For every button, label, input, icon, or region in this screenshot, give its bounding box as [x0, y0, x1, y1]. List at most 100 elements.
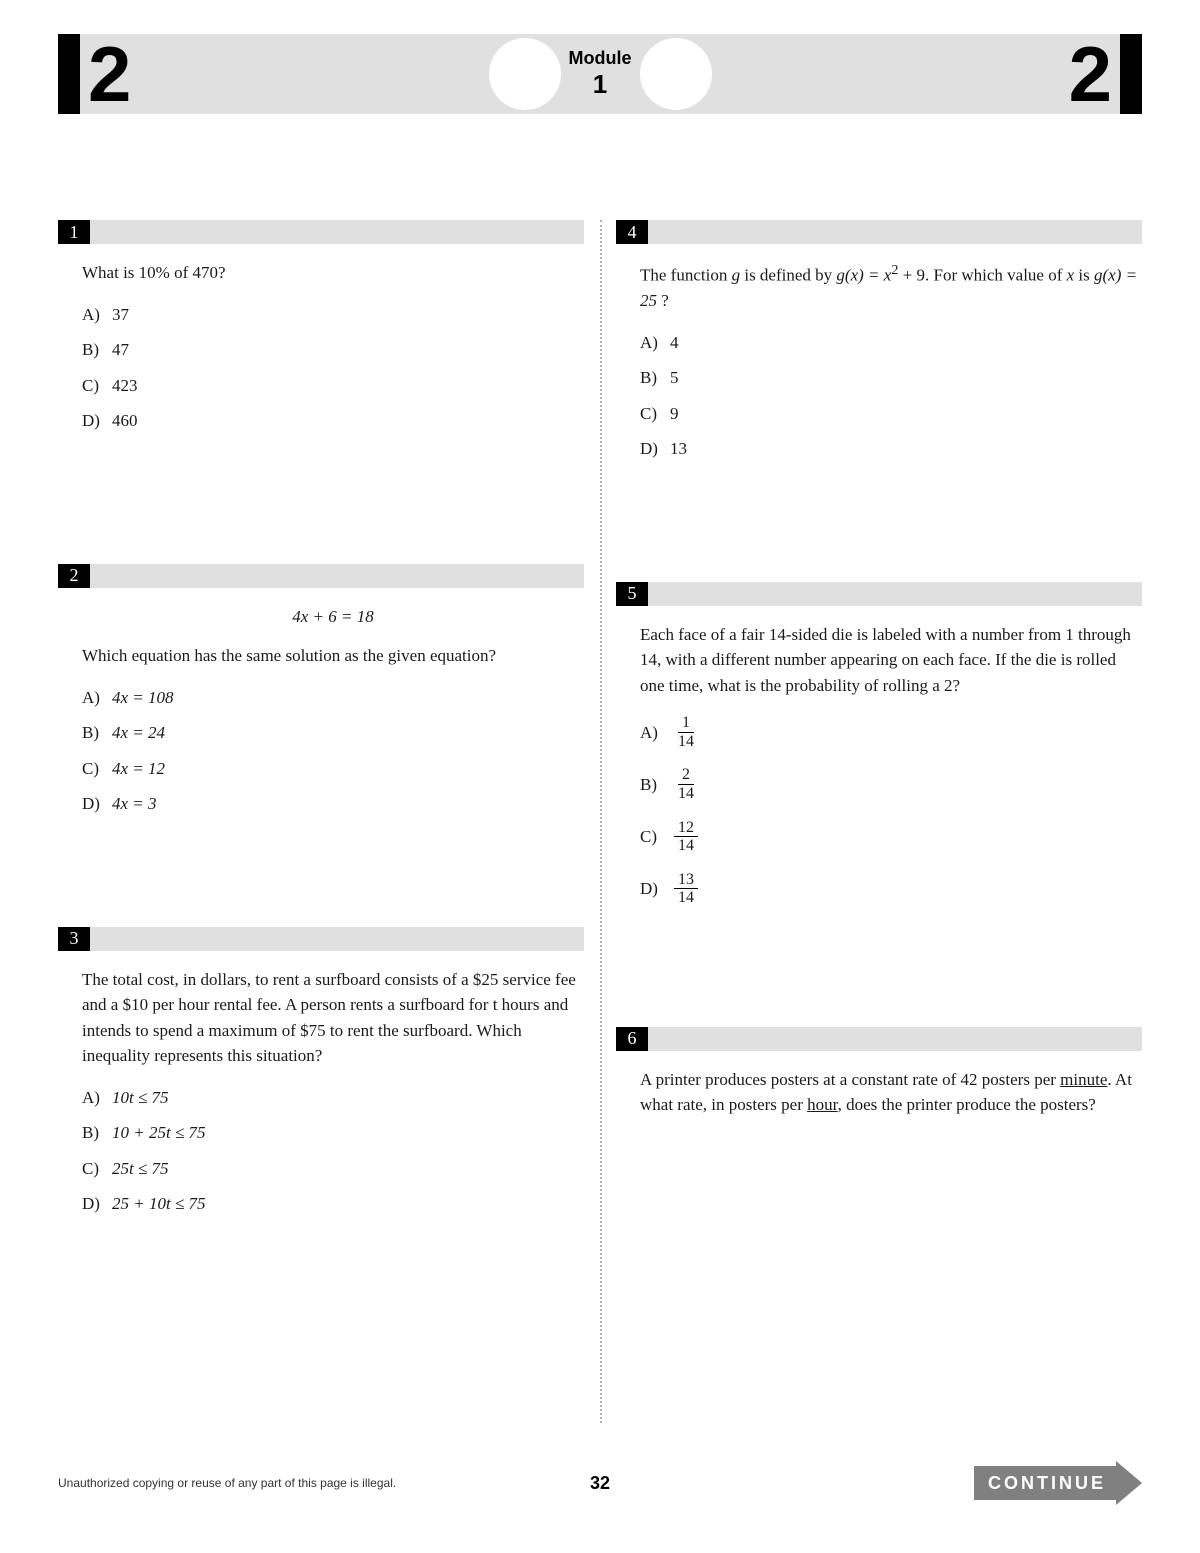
question-6: 6 A printer produces posters at a consta…: [616, 1027, 1142, 1118]
q4-plus9: + 9: [898, 266, 925, 285]
choice-letter: B): [82, 720, 112, 746]
choice-d[interactable]: D)460: [82, 408, 584, 434]
choice-d[interactable]: D)13: [640, 436, 1142, 462]
choice-letter: B): [82, 1120, 112, 1146]
choice-letter: C): [640, 401, 670, 427]
question-body: A printer produces posters at a constant…: [616, 1067, 1142, 1118]
question-bar: [90, 220, 584, 244]
header-bar: 2 2 Module 1: [58, 34, 1142, 114]
question-bar: [90, 564, 584, 588]
choice-text: 10 + 25t ≤ 75: [112, 1120, 206, 1146]
question-1: 1 What is 10% of 470? A)37 B)47 C)423 D)…: [58, 220, 584, 434]
continue-label: CONTINUE: [974, 1466, 1116, 1500]
choice-b[interactable]: B)10 + 25t ≤ 75: [82, 1120, 584, 1146]
q6-c: , does the printer produce the posters?: [838, 1095, 1096, 1114]
question-body: What is 10% of 470? A)37 B)47 C)423 D)46…: [58, 260, 584, 434]
fraction: 214: [674, 766, 698, 802]
choice-d[interactable]: D)4x = 3: [82, 791, 584, 817]
header-circle-left: [489, 38, 561, 110]
question-bar: [648, 220, 1142, 244]
choice-text: 9: [670, 401, 679, 427]
question-bar: [648, 1027, 1142, 1051]
choice-d[interactable]: D) 1314: [640, 871, 1142, 907]
question-text: The total cost, in dollars, to rent a su…: [82, 967, 584, 1069]
q4-pre: The function: [640, 266, 732, 285]
question-2: 2 4x + 6 = 18 Which equation has the sam…: [58, 564, 584, 817]
question-text: The function g is defined by g(x) = x2 +…: [640, 260, 1142, 314]
question-header: 6: [616, 1027, 1142, 1051]
question-number: 4: [616, 220, 648, 244]
q4-gx: g(x) = x: [836, 266, 891, 285]
choice-text: 10t ≤ 75: [112, 1085, 169, 1111]
q4-mid1: is defined by: [740, 266, 836, 285]
choice-b[interactable]: B) 214: [640, 766, 1142, 802]
choice-b[interactable]: B)5: [640, 365, 1142, 391]
choice-text: 25t ≤ 75: [112, 1156, 169, 1182]
choice-text: 4x = 3: [112, 791, 157, 817]
choice-c[interactable]: C)25t ≤ 75: [82, 1156, 584, 1182]
choice-text: 4x = 12: [112, 756, 165, 782]
choice-letter: D): [82, 408, 112, 434]
choice-a[interactable]: A)37: [82, 302, 584, 328]
question-header: 1: [58, 220, 584, 244]
choice-text: 25 + 10t ≤ 75: [112, 1191, 206, 1217]
question-text: Which equation has the same solution as …: [82, 643, 584, 669]
choice-c[interactable]: C)4x = 12: [82, 756, 584, 782]
question-number: 5: [616, 582, 648, 606]
q6-hour: hour: [807, 1095, 837, 1114]
choice-letter: A): [82, 685, 112, 711]
choice-a[interactable]: A)4x = 108: [82, 685, 584, 711]
choices: A)4x = 108 B)4x = 24 C)4x = 12 D)4x = 3: [82, 685, 584, 817]
question-text: What is 10% of 470?: [82, 260, 584, 286]
header-center: Module 1: [489, 38, 712, 110]
choice-text: 423: [112, 373, 138, 399]
choice-c[interactable]: C)423: [82, 373, 584, 399]
choice-text: 4x = 108: [112, 685, 174, 711]
choice-c[interactable]: C) 1214: [640, 819, 1142, 855]
q6-minute: minute: [1060, 1070, 1107, 1089]
frac-den: 14: [674, 837, 698, 855]
q4-g: g: [732, 266, 741, 285]
question-body: 4x + 6 = 18 Which equation has the same …: [58, 604, 584, 817]
frac-den: 14: [674, 733, 698, 751]
question-bar: [648, 582, 1142, 606]
q6-a: A printer produces posters at a constant…: [640, 1070, 1060, 1089]
choices: A)10t ≤ 75 B)10 + 25t ≤ 75 C)25t ≤ 75 D)…: [82, 1085, 584, 1217]
fraction: 114: [674, 714, 698, 750]
choice-b[interactable]: B)47: [82, 337, 584, 363]
choice-letter: D): [82, 791, 112, 817]
choice-letter: D): [82, 1191, 112, 1217]
question-number: 3: [58, 927, 90, 951]
header-section-num-left: 2: [88, 34, 131, 114]
choice-d[interactable]: D)25 + 10t ≤ 75: [82, 1191, 584, 1217]
frac-num: 12: [674, 819, 698, 838]
choice-a[interactable]: A)4: [640, 330, 1142, 356]
choice-c[interactable]: C)9: [640, 401, 1142, 427]
footer: Unauthorized copying or reuse of any par…: [58, 1461, 1142, 1505]
question-body: The function g is defined by g(x) = x2 +…: [616, 260, 1142, 462]
choice-a[interactable]: A)10t ≤ 75: [82, 1085, 584, 1111]
question-number: 6: [616, 1027, 648, 1051]
choice-b[interactable]: B)4x = 24: [82, 720, 584, 746]
choice-letter: B): [640, 772, 670, 798]
header-black-left: [58, 34, 80, 114]
question-number: 1: [58, 220, 90, 244]
header-module: Module 1: [569, 48, 632, 100]
choice-a[interactable]: A) 114: [640, 714, 1142, 750]
question-number: 2: [58, 564, 90, 588]
choice-text: 47: [112, 337, 129, 363]
copyright-text: Unauthorized copying or reuse of any par…: [58, 1476, 396, 1490]
choices: A)37 B)47 C)423 D)460: [82, 302, 584, 434]
columns: 1 What is 10% of 470? A)37 B)47 C)423 D)…: [58, 220, 1142, 1423]
question-4: 4 The function g is defined by g(x) = x2…: [616, 220, 1142, 462]
choice-letter: C): [640, 824, 670, 850]
choice-text: 13: [670, 436, 687, 462]
question-5: 5 Each face of a fair 14-sided die is la…: [616, 582, 1142, 907]
choice-letter: A): [82, 1085, 112, 1111]
choice-letter: D): [640, 436, 670, 462]
question-text: Each face of a fair 14-sided die is labe…: [640, 622, 1142, 699]
choice-text: 4x = 24: [112, 720, 165, 746]
header-section-num-right: 2: [1069, 34, 1112, 114]
continue-button[interactable]: CONTINUE: [974, 1461, 1142, 1505]
choice-letter: C): [82, 756, 112, 782]
